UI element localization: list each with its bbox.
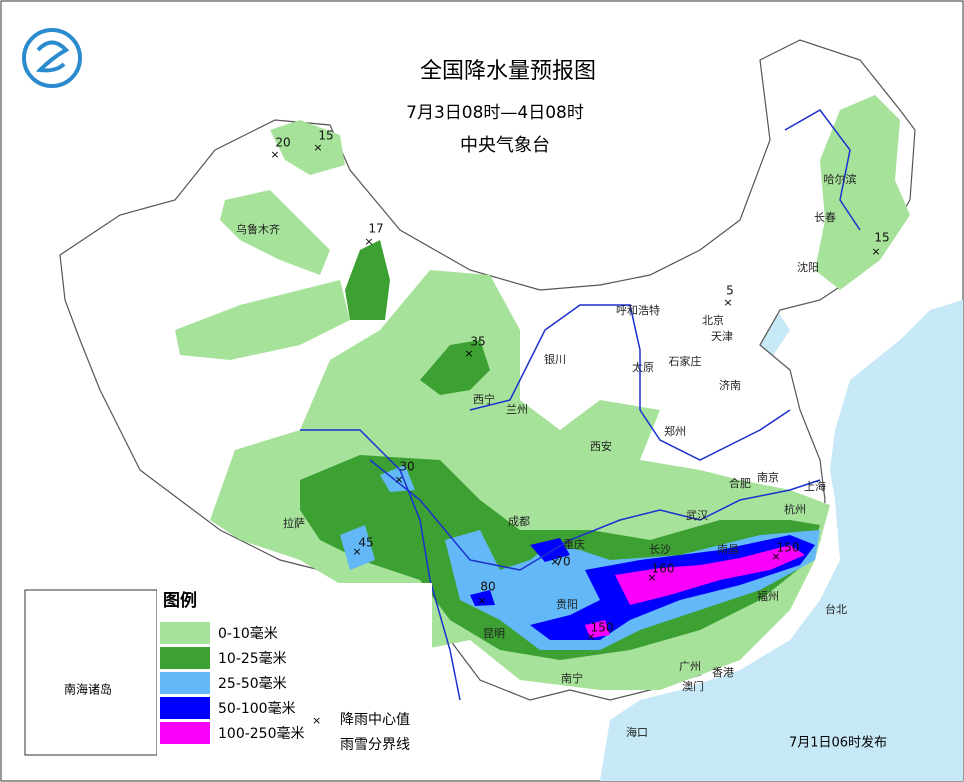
city-label: 银川 bbox=[544, 352, 566, 366]
city-label: 太原 bbox=[632, 361, 654, 374]
center-marker: × bbox=[723, 296, 732, 309]
city-label: 广州 bbox=[679, 660, 701, 673]
center-marker: × bbox=[871, 245, 880, 258]
rain-center-value: 80 bbox=[480, 580, 495, 594]
city-label: 昆明 bbox=[483, 627, 505, 640]
city-label: 兰州 bbox=[506, 403, 528, 416]
legend-label: 10-25毫米 bbox=[218, 650, 287, 667]
legend-swatch bbox=[160, 697, 210, 719]
rain-center-value: 15 bbox=[874, 231, 889, 245]
city-label: 西宁 bbox=[473, 392, 495, 406]
city-label: 杭州 bbox=[784, 502, 806, 516]
rain-center-value: 15 bbox=[318, 129, 333, 143]
center-marker: × bbox=[586, 630, 595, 643]
city-label: 台北 bbox=[825, 602, 847, 616]
rain-center-value: 17 bbox=[368, 222, 383, 236]
legend-label: 50-100毫米 bbox=[218, 700, 296, 717]
city-label: 北京 bbox=[702, 313, 724, 327]
rain-center-value: 35 bbox=[470, 335, 485, 349]
city-label: 重庆 bbox=[563, 537, 585, 551]
inset-label: 南海诸岛 bbox=[64, 682, 112, 697]
city-label: 呼和浩特 bbox=[616, 303, 660, 317]
legend-label: 25-50毫米 bbox=[218, 675, 287, 692]
center-marker: × bbox=[550, 555, 559, 568]
city-label: 成都 bbox=[508, 515, 530, 528]
city-label: 西安 bbox=[590, 439, 612, 453]
rain-center-value: 150 bbox=[777, 541, 800, 555]
city-label: 长春 bbox=[814, 211, 836, 224]
center-marker: × bbox=[394, 473, 403, 486]
city-label: 天津 bbox=[711, 330, 733, 343]
city-label: 郑州 bbox=[664, 424, 686, 438]
center-marker: × bbox=[270, 148, 279, 161]
city-label: 澳门 bbox=[682, 679, 704, 693]
city-label: 哈尔滨 bbox=[824, 172, 857, 186]
city-label: 乌鲁木齐 bbox=[236, 222, 280, 236]
city-label: 福州 bbox=[757, 589, 779, 603]
period: 7月3日08时—4日08时 bbox=[406, 103, 584, 123]
legend-title: 图例 bbox=[163, 590, 197, 611]
city-label: 南昌 bbox=[717, 543, 739, 556]
snow-line-label: 雨雪分界线 bbox=[340, 737, 410, 753]
legend-swatch bbox=[160, 722, 210, 744]
rivers bbox=[300, 109, 861, 701]
center-symbol-label: 降雨中心值 bbox=[340, 712, 410, 728]
city-label: 贵阳 bbox=[556, 598, 578, 611]
legend-label: 100-250毫米 bbox=[218, 725, 305, 742]
city-label: 合肥 bbox=[729, 476, 751, 490]
sea bbox=[600, 300, 963, 781]
center-marker: × bbox=[771, 550, 780, 563]
center-marker: × bbox=[477, 594, 486, 607]
center-marker: × bbox=[313, 141, 322, 154]
title: 全国降水量预报图 bbox=[420, 59, 596, 84]
center-marker: × bbox=[647, 571, 656, 584]
rain-center-value: 45 bbox=[358, 536, 373, 550]
rain-center-value: 70 bbox=[555, 555, 570, 569]
rain-center-value: 20 bbox=[275, 136, 290, 150]
city-label: 南京 bbox=[757, 470, 779, 484]
city-label: 沈阳 bbox=[797, 260, 819, 274]
city-label: 济南 bbox=[719, 378, 741, 392]
issuer: 中央气象台 bbox=[460, 135, 550, 156]
rain-center-value: 150 bbox=[591, 621, 614, 635]
city-label: 香港 bbox=[712, 666, 734, 679]
rain-100-250 bbox=[585, 545, 805, 638]
center-marker: × bbox=[352, 545, 361, 558]
logo-mark bbox=[35, 40, 70, 73]
inset-box bbox=[24, 589, 158, 756]
city-label: 长沙 bbox=[649, 543, 671, 556]
legend-swatch bbox=[160, 647, 210, 669]
rain-center-value: 30 bbox=[399, 460, 414, 474]
issued: 7月1日06时发布 bbox=[789, 735, 887, 751]
rain-center-value: 5 bbox=[726, 284, 734, 298]
legend-swatch bbox=[160, 672, 210, 694]
city-label: 武汉 bbox=[686, 509, 708, 522]
center-symbol: × bbox=[312, 714, 321, 727]
city-label: 南宁 bbox=[561, 671, 583, 685]
center-marker: × bbox=[464, 347, 473, 360]
city-label: 上海 bbox=[804, 479, 826, 493]
center-marker: × bbox=[364, 235, 373, 248]
rain-center-value: 160 bbox=[652, 562, 675, 576]
city-label: 石家庄 bbox=[669, 354, 702, 368]
city-label: 拉萨 bbox=[283, 516, 305, 530]
legend-label: 0-10毫米 bbox=[218, 625, 278, 642]
city-label: 海口 bbox=[626, 725, 648, 739]
legend-swatch bbox=[160, 622, 210, 644]
